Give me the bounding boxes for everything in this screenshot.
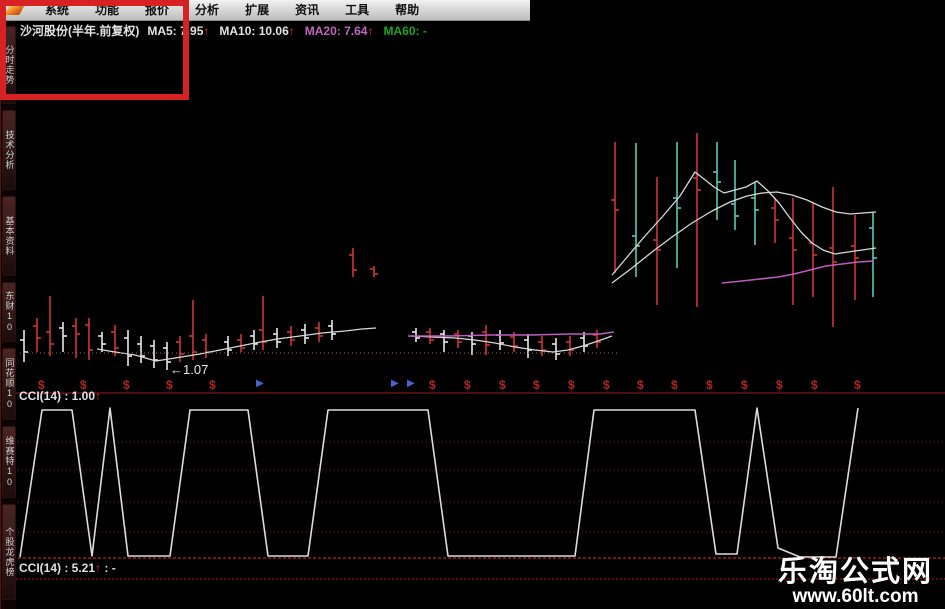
svg-text:$: $: [603, 378, 610, 392]
menu-item-extend[interactable]: 扩展: [245, 3, 270, 17]
svg-text:$: $: [811, 378, 818, 392]
svg-text:$: $: [38, 378, 45, 392]
sidebar-tab-technical[interactable]: 技术分析: [2, 110, 16, 190]
dollar-signal-marks: $ $ $ $ $ $ $ $ $ $ $ $ $ $ $ $ $ $: [38, 378, 861, 392]
svg-text:$: $: [706, 378, 713, 392]
svg-text:▶: ▶: [256, 378, 264, 389]
svg-text:$: $: [776, 378, 783, 392]
stock-info-bar: 沙河股份(半年.前复权) MA5: 7.95↑ MA10: 10.06↑ MA2…: [20, 23, 437, 39]
ma-white-fast-right: [611, 171, 877, 276]
ma-magenta-right: [721, 260, 875, 284]
menu-item-tools[interactable]: 工具: [345, 3, 370, 17]
svg-text:$: $: [166, 378, 173, 392]
candlestick-bars: [20, 133, 877, 370]
svg-text:▶: ▶: [407, 378, 415, 389]
arrow-signal-marks: ▶ ▶ ▶: [256, 378, 415, 389]
svg-text:$: $: [568, 378, 575, 392]
ma-magenta-mid: [408, 331, 615, 337]
cci-footer-label: CCI(14) : 5.21↑ : -: [19, 561, 116, 575]
menu-item-news[interactable]: 资讯: [295, 3, 320, 17]
menu-bar: 系统 功能 报价 分析 扩展 资讯 工具 帮助: [0, 0, 530, 21]
sidebar-tab-intraday[interactable]: 分时走势: [2, 26, 16, 104]
svg-text:$: $: [499, 378, 506, 392]
ma5-readout: MA5: 7.95↑: [147, 23, 210, 38]
cci-footer-up-arrow: ↑: [95, 561, 102, 575]
ma5-up-arrow: ↑: [203, 23, 210, 38]
ma10-up-arrow: ↑: [288, 23, 295, 38]
ma60-readout: MA60: -: [383, 23, 427, 38]
ma20-up-arrow: ↑: [367, 23, 374, 38]
ma20-readout: MA20: 7.64↑: [304, 23, 374, 38]
sidebar-tab-dongcai[interactable]: 东财10: [2, 282, 16, 342]
svg-text:$: $: [637, 378, 644, 392]
ma-white-slow-right: [611, 191, 877, 284]
menu-item-help[interactable]: 帮助: [395, 3, 420, 17]
svg-text:$: $: [80, 378, 87, 392]
sidebar-tab-vsat[interactable]: 维赛特10: [2, 426, 16, 498]
menu-item-system[interactable]: 系统: [45, 3, 70, 17]
menu-item-analysis[interactable]: 分析: [195, 3, 220, 17]
app-logo-icon: [4, 5, 25, 15]
ma-white-mid: [409, 335, 613, 353]
watermark-site-url: www.60lt.com: [792, 586, 919, 607]
cci-up-arrow: ↑: [95, 389, 102, 403]
svg-text:$: $: [741, 378, 748, 392]
ma10-readout: MA10: 10.06↑: [219, 23, 295, 38]
svg-text:$: $: [671, 378, 678, 392]
svg-text:$: $: [464, 378, 471, 392]
sidebar-tab-fundamental[interactable]: 基本资料: [2, 196, 16, 276]
low-price-label: ←1.07: [170, 362, 208, 377]
svg-text:▶: ▶: [391, 378, 399, 389]
cci-wave-line: [19, 407, 859, 558]
sidebar-tab-longhubang[interactable]: 个股龙虎榜: [2, 504, 16, 600]
svg-text:$: $: [533, 378, 540, 392]
watermark: 乐淘公式网 www.60lt.com: [778, 557, 933, 607]
ma-white-left: [96, 327, 377, 362]
svg-text:$: $: [854, 378, 861, 392]
svg-text:$: $: [209, 378, 216, 392]
sidebar: 分时走势 技术分析 基本资料 东财10 同花顺10 维赛特10 个股龙虎榜: [0, 21, 16, 609]
sidebar-tab-tonghuashun[interactable]: 同花顺10: [2, 348, 16, 420]
watermark-site-name: 乐淘公式网: [777, 556, 933, 588]
menu-item-function[interactable]: 功能: [95, 3, 120, 17]
menu-item-quote[interactable]: 报价: [145, 3, 170, 17]
stock-name: 沙河股份(半年.前复权): [20, 24, 140, 38]
svg-text:$: $: [429, 378, 436, 392]
svg-text:$: $: [123, 378, 130, 392]
cci-indicator-label: CCI(14) : 1.00↑: [19, 389, 102, 403]
